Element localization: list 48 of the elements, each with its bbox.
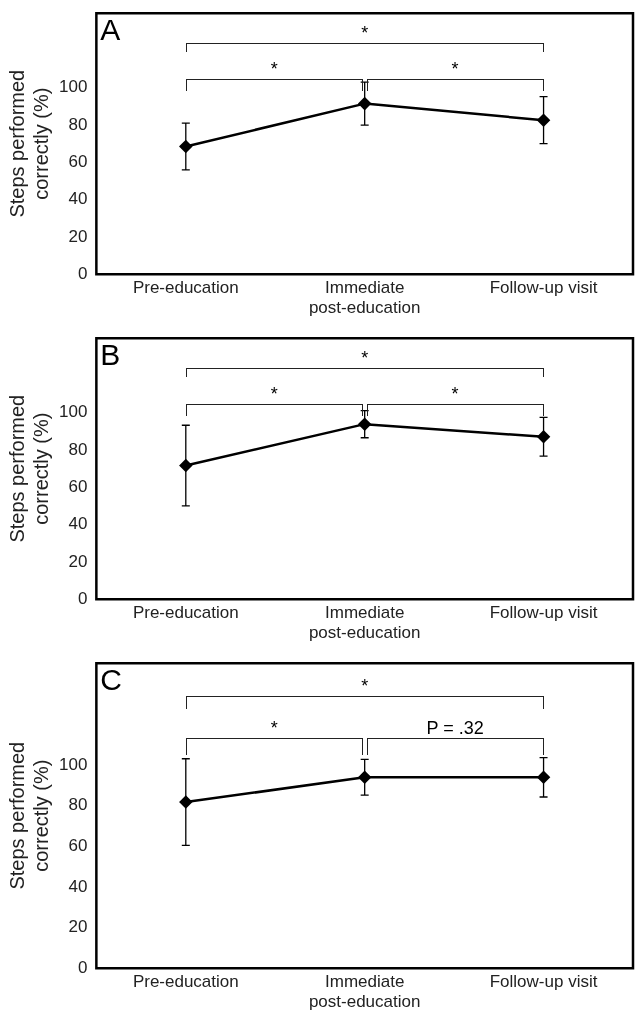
x-tick-label: Immediate post-education — [308, 972, 421, 1012]
point — [537, 430, 550, 444]
y-tick-label: 80 — [68, 439, 88, 459]
x-tick-label: Follow-up visit — [489, 972, 598, 992]
point — [358, 417, 371, 431]
y-tick-label: 100 — [58, 77, 88, 97]
y-tick-label: 40 — [68, 189, 88, 209]
annotation: * — [451, 59, 459, 80]
y-tick-label: 0 — [77, 588, 88, 608]
y-tick-label: 40 — [68, 514, 88, 534]
x-tick-label: Follow-up visit — [489, 603, 598, 623]
chart-title: B — [100, 338, 121, 372]
annotation: * — [361, 675, 369, 696]
point — [537, 113, 550, 127]
chart-title: A — [100, 13, 121, 47]
y-tick-label: 80 — [68, 795, 88, 815]
y-axis-title: Steps performed correctly (%) — [5, 69, 52, 218]
x-tick-label: Immediate post-education — [308, 603, 421, 643]
x-tick-label: Pre-education — [132, 972, 239, 992]
y-tick-label: 100 — [58, 402, 88, 422]
annotation: * — [270, 718, 278, 739]
annotation: * — [361, 347, 369, 368]
y-tick-label: 0 — [77, 957, 88, 977]
y-tick-label: 20 — [68, 226, 88, 246]
y-tick-label: 60 — [68, 152, 88, 172]
annotation: * — [270, 384, 278, 405]
x-tick-label: Immediate post-education — [308, 278, 421, 318]
x-tick-label: Follow-up visit — [489, 278, 598, 298]
y-axis-title: Steps performed correctly (%) — [5, 394, 52, 543]
y-tick-label: 20 — [68, 917, 88, 937]
y-tick-label: 100 — [58, 754, 88, 774]
y-tick-label: 0 — [77, 263, 88, 283]
y-tick-label: 20 — [68, 551, 88, 571]
chart-title: C — [100, 663, 123, 697]
y-axis-title: Steps performed correctly (%) — [5, 741, 52, 890]
y-tick-label: 80 — [68, 114, 88, 134]
point — [179, 140, 193, 153]
point — [179, 459, 193, 472]
x-tick-label: Pre-education — [132, 278, 239, 298]
point — [358, 97, 371, 110]
annotation: P = .32 — [426, 718, 484, 739]
annotation: * — [361, 22, 369, 43]
y-tick-label: 60 — [68, 477, 88, 497]
y-tick-label: 40 — [68, 876, 88, 896]
x-tick-label: Pre-education — [132, 603, 239, 623]
y-tick-label: 60 — [68, 835, 88, 855]
annotation: * — [270, 59, 278, 80]
annotation: * — [451, 384, 459, 405]
